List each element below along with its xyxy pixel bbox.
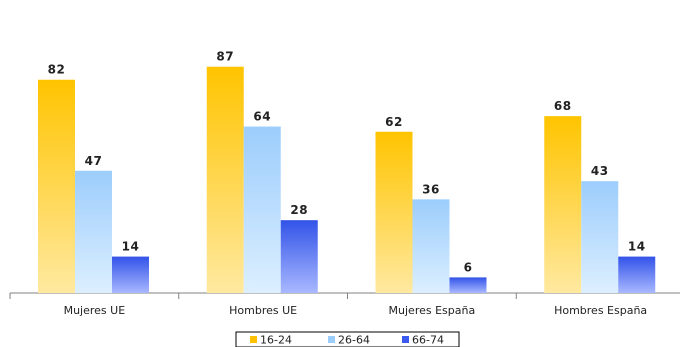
category-label: Hombres España bbox=[554, 304, 647, 317]
data-label: 28 bbox=[290, 203, 308, 217]
bar-66-74 bbox=[112, 256, 149, 293]
legend-swatch bbox=[402, 336, 409, 343]
category-label: Hombres UE bbox=[229, 304, 297, 317]
category-label: Mujeres España bbox=[389, 304, 476, 317]
bar-16-24 bbox=[38, 79, 75, 293]
legend: 16-24 26-64 66-74 bbox=[235, 331, 460, 347]
bar-16-24 bbox=[375, 131, 413, 293]
bar-26-64 bbox=[243, 126, 281, 293]
legend-label: 26-64 bbox=[338, 334, 370, 347]
bar-66-74 bbox=[618, 256, 656, 293]
bar-26-64 bbox=[581, 181, 619, 293]
data-label: 64 bbox=[253, 110, 271, 124]
data-label: 68 bbox=[554, 99, 572, 113]
data-label: 47 bbox=[85, 154, 103, 168]
data-label: 14 bbox=[628, 240, 646, 254]
data-label: 87 bbox=[216, 50, 234, 64]
data-label: 36 bbox=[422, 182, 440, 196]
bar-26-64 bbox=[75, 170, 112, 293]
legend-label: 16-24 bbox=[260, 334, 292, 347]
data-label: 82 bbox=[48, 63, 66, 77]
legend-box bbox=[235, 331, 460, 347]
data-label: 43 bbox=[591, 164, 609, 178]
data-label: 6 bbox=[464, 260, 473, 274]
legend-label: 66-74 bbox=[412, 334, 444, 347]
bar-16-24 bbox=[206, 66, 244, 294]
data-label: 14 bbox=[122, 240, 140, 254]
data-label: 62 bbox=[385, 115, 403, 129]
plot-area: 82 47 14 Mujeres UE 87 64 28 Hombres UE 62 36 6 Muj… bbox=[9, 50, 680, 317]
category-label: Mujeres UE bbox=[64, 304, 126, 317]
legend-swatch bbox=[250, 336, 257, 343]
bar-66-74 bbox=[280, 220, 318, 293]
bar-26-64 bbox=[412, 199, 450, 293]
legend-swatch bbox=[328, 336, 335, 343]
bar-16-24 bbox=[544, 116, 582, 293]
bar-66-74 bbox=[449, 277, 487, 293]
